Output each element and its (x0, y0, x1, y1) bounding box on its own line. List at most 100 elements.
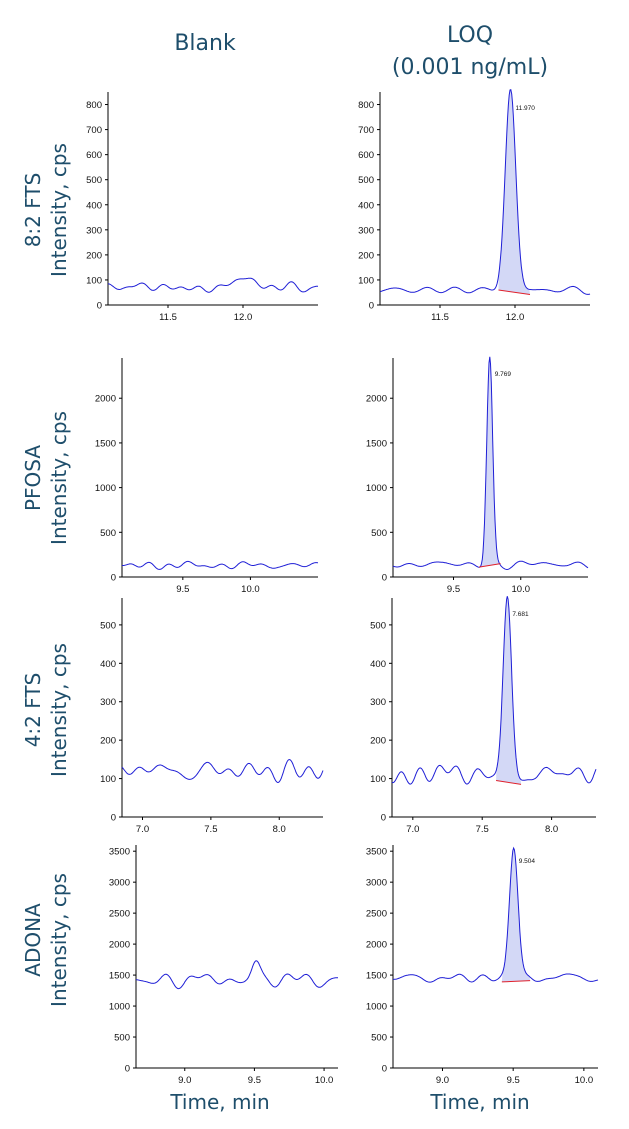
integration-baseline (496, 780, 522, 785)
y-tick-label: 3500 (366, 847, 387, 858)
y-tick-label: 300 (370, 697, 386, 708)
x-tick-label: 10.0 (512, 584, 531, 595)
y-tick-label: 800 (358, 100, 374, 111)
y-tick-label: 200 (358, 250, 374, 261)
y-tick-label: 500 (114, 1033, 130, 1044)
y-tick-label: 500 (358, 175, 374, 186)
y-tick-label: 0 (382, 573, 387, 584)
x-tick-label: 12.0 (234, 312, 253, 323)
integration-baseline (478, 563, 501, 568)
y-tick-label: 500 (100, 528, 116, 539)
y-tick-label: 300 (358, 225, 374, 236)
x-tick-label: 7.0 (406, 824, 419, 835)
x-axis-title-blank: Time, min (170, 1090, 270, 1114)
peak-rt-label: 11.970 (516, 105, 536, 112)
integrated-peak-area (479, 356, 501, 568)
y-tick-label: 500 (100, 620, 116, 631)
loq-concentration: (0.001 ng/mL) (391, 55, 549, 80)
integrated-peak-area (496, 596, 522, 785)
loq-trace (392, 846, 599, 983)
y-tick-label: 2500 (366, 909, 387, 920)
x-tick-label: 9.5 (447, 584, 460, 595)
y-tick-label: 0 (381, 813, 386, 824)
y-tick-label: 500 (86, 175, 102, 186)
y-tick-label: 700 (358, 125, 374, 136)
y-tick-label: 300 (100, 697, 116, 708)
y-tick-label: 200 (370, 736, 386, 747)
y-tick-label: 700 (86, 125, 102, 136)
integrated-peak-area (498, 89, 530, 295)
y-tick-label: 100 (358, 275, 374, 286)
x-tick-label: 9.5 (248, 1075, 261, 1086)
y-tick-label: 2000 (366, 394, 387, 405)
y-tick-label: 400 (86, 200, 102, 211)
peak-rt-label: 9.504 (519, 858, 536, 865)
loq-trace (392, 356, 589, 571)
y-tick-label: 2500 (109, 909, 130, 920)
y-tick-label: 500 (370, 620, 386, 631)
x-tick-label: 9.5 (176, 584, 189, 595)
peak-rt-label: 7.681 (512, 611, 529, 618)
y-tick-label: 1000 (109, 1002, 130, 1013)
blank-trace (135, 960, 338, 990)
x-tick-label: 7.5 (476, 824, 489, 835)
loq-trace (379, 89, 591, 295)
y-tick-label: 1500 (109, 971, 130, 982)
y-tick-label: 600 (358, 150, 374, 161)
x-axis-title-loq: Time, min (430, 1090, 530, 1114)
x-tick-label: 11.5 (159, 312, 177, 323)
y-tick-label: 0 (369, 301, 374, 312)
x-tick-label: 8.0 (273, 824, 286, 835)
blank-trace (121, 560, 319, 570)
peak-rt-label: 9.769 (495, 371, 512, 378)
y-tick-label: 1500 (95, 438, 116, 449)
y-tick-label: 100 (370, 774, 386, 785)
y-tick-label: 400 (370, 659, 386, 670)
y-tick-label: 500 (371, 1033, 387, 1044)
y-tick-label: 0 (382, 1064, 387, 1075)
x-tick-label: 8.0 (545, 824, 558, 835)
x-tick-label: 9.0 (178, 1075, 191, 1086)
y-tick-label: 500 (371, 528, 387, 539)
blank-trace (121, 759, 324, 784)
y-tick-label: 100 (86, 275, 102, 286)
y-tick-label: 2000 (366, 940, 387, 951)
x-tick-label: 7.5 (204, 824, 217, 835)
y-tick-label: 600 (86, 150, 102, 161)
y-tick-label: 1000 (95, 483, 116, 494)
x-tick-label: 11.5 (431, 312, 449, 323)
y-tick-label: 2000 (109, 940, 130, 951)
x-tick-label: 10.0 (241, 584, 260, 595)
y-tick-label: 100 (100, 774, 116, 785)
y-tick-label: 0 (111, 813, 116, 824)
y-tick-label: 2000 (95, 394, 116, 405)
loq-title: LOQ (446, 23, 494, 48)
y-tick-label: 1500 (366, 438, 387, 449)
y-tick-label: 3000 (366, 878, 387, 889)
loq-trace (391, 596, 597, 785)
y-tick-label: 1000 (366, 483, 387, 494)
y-tick-label: 3000 (109, 878, 130, 889)
y-tick-label: 300 (86, 225, 102, 236)
x-tick-label: 9.5 (507, 1075, 520, 1086)
column-header-blank: Blank (174, 31, 236, 56)
x-tick-label: 12.0 (506, 312, 525, 323)
blank-trace (107, 277, 318, 293)
y-tick-label: 400 (100, 659, 116, 670)
y-tick-label: 0 (97, 301, 102, 312)
y-tick-label: 0 (111, 573, 116, 584)
x-tick-label: 10.0 (315, 1075, 334, 1086)
x-tick-label: 10.0 (575, 1075, 594, 1086)
integration-baseline (498, 289, 531, 295)
y-tick-label: 800 (86, 100, 102, 111)
column-header-loq: LOQ (0.001 ng/mL) (370, 20, 570, 84)
integrated-peak-area (501, 848, 531, 982)
y-tick-label: 1000 (366, 1002, 387, 1013)
y-tick-label: 0 (125, 1064, 130, 1075)
y-tick-label: 3500 (109, 847, 130, 858)
y-tick-label: 200 (86, 250, 102, 261)
y-tick-label: 200 (100, 736, 116, 747)
y-tick-label: 1500 (366, 971, 387, 982)
x-tick-label: 9.0 (436, 1075, 449, 1086)
